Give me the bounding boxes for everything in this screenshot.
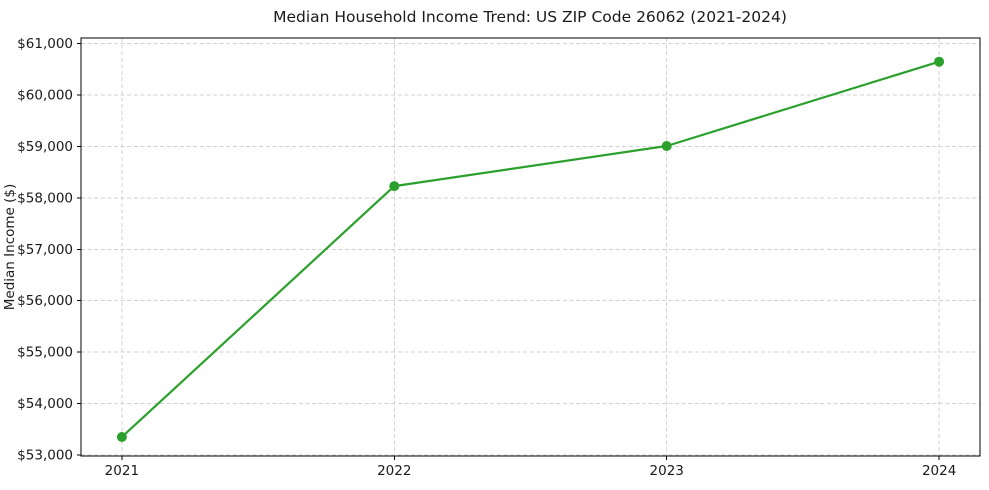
y-tick-label: $55,000: [17, 345, 73, 361]
series-layer: [116, 56, 945, 442]
x-tick-label: 2023: [650, 463, 684, 479]
y-tick-label: $56,000: [17, 293, 73, 309]
x-tick-label: 2021: [105, 463, 139, 479]
y-tick-label: $60,000: [17, 88, 73, 104]
tick-label-layer: $53,000 $54,000 $55,000 $56,000 $57,000 $58,0…: [17, 36, 956, 479]
data-point-2022: [389, 181, 400, 192]
y-tick-label: $59,000: [17, 139, 73, 155]
x-tick-label: 2022: [377, 463, 411, 479]
y-tick-label: $54,000: [17, 396, 73, 412]
data-point-2023: [661, 141, 672, 151]
y-tick-label: $53,000: [17, 447, 73, 463]
data-point-2021: [116, 432, 127, 442]
axis-layer: [77, 37, 981, 460]
y-tick-label: $57,000: [17, 242, 73, 258]
y-axis-label: Median Income ($): [2, 184, 18, 310]
x-tick-label: 2024: [922, 463, 956, 479]
chart-title: Median Household Income Trend: US ZIP Co…: [273, 8, 787, 26]
data-point-2024: [934, 56, 945, 67]
plot-border: [80, 37, 981, 457]
y-tick-label: $58,000: [17, 190, 73, 206]
income-trend-line: [120, 60, 941, 439]
y-tick-label: $61,000: [17, 36, 73, 52]
